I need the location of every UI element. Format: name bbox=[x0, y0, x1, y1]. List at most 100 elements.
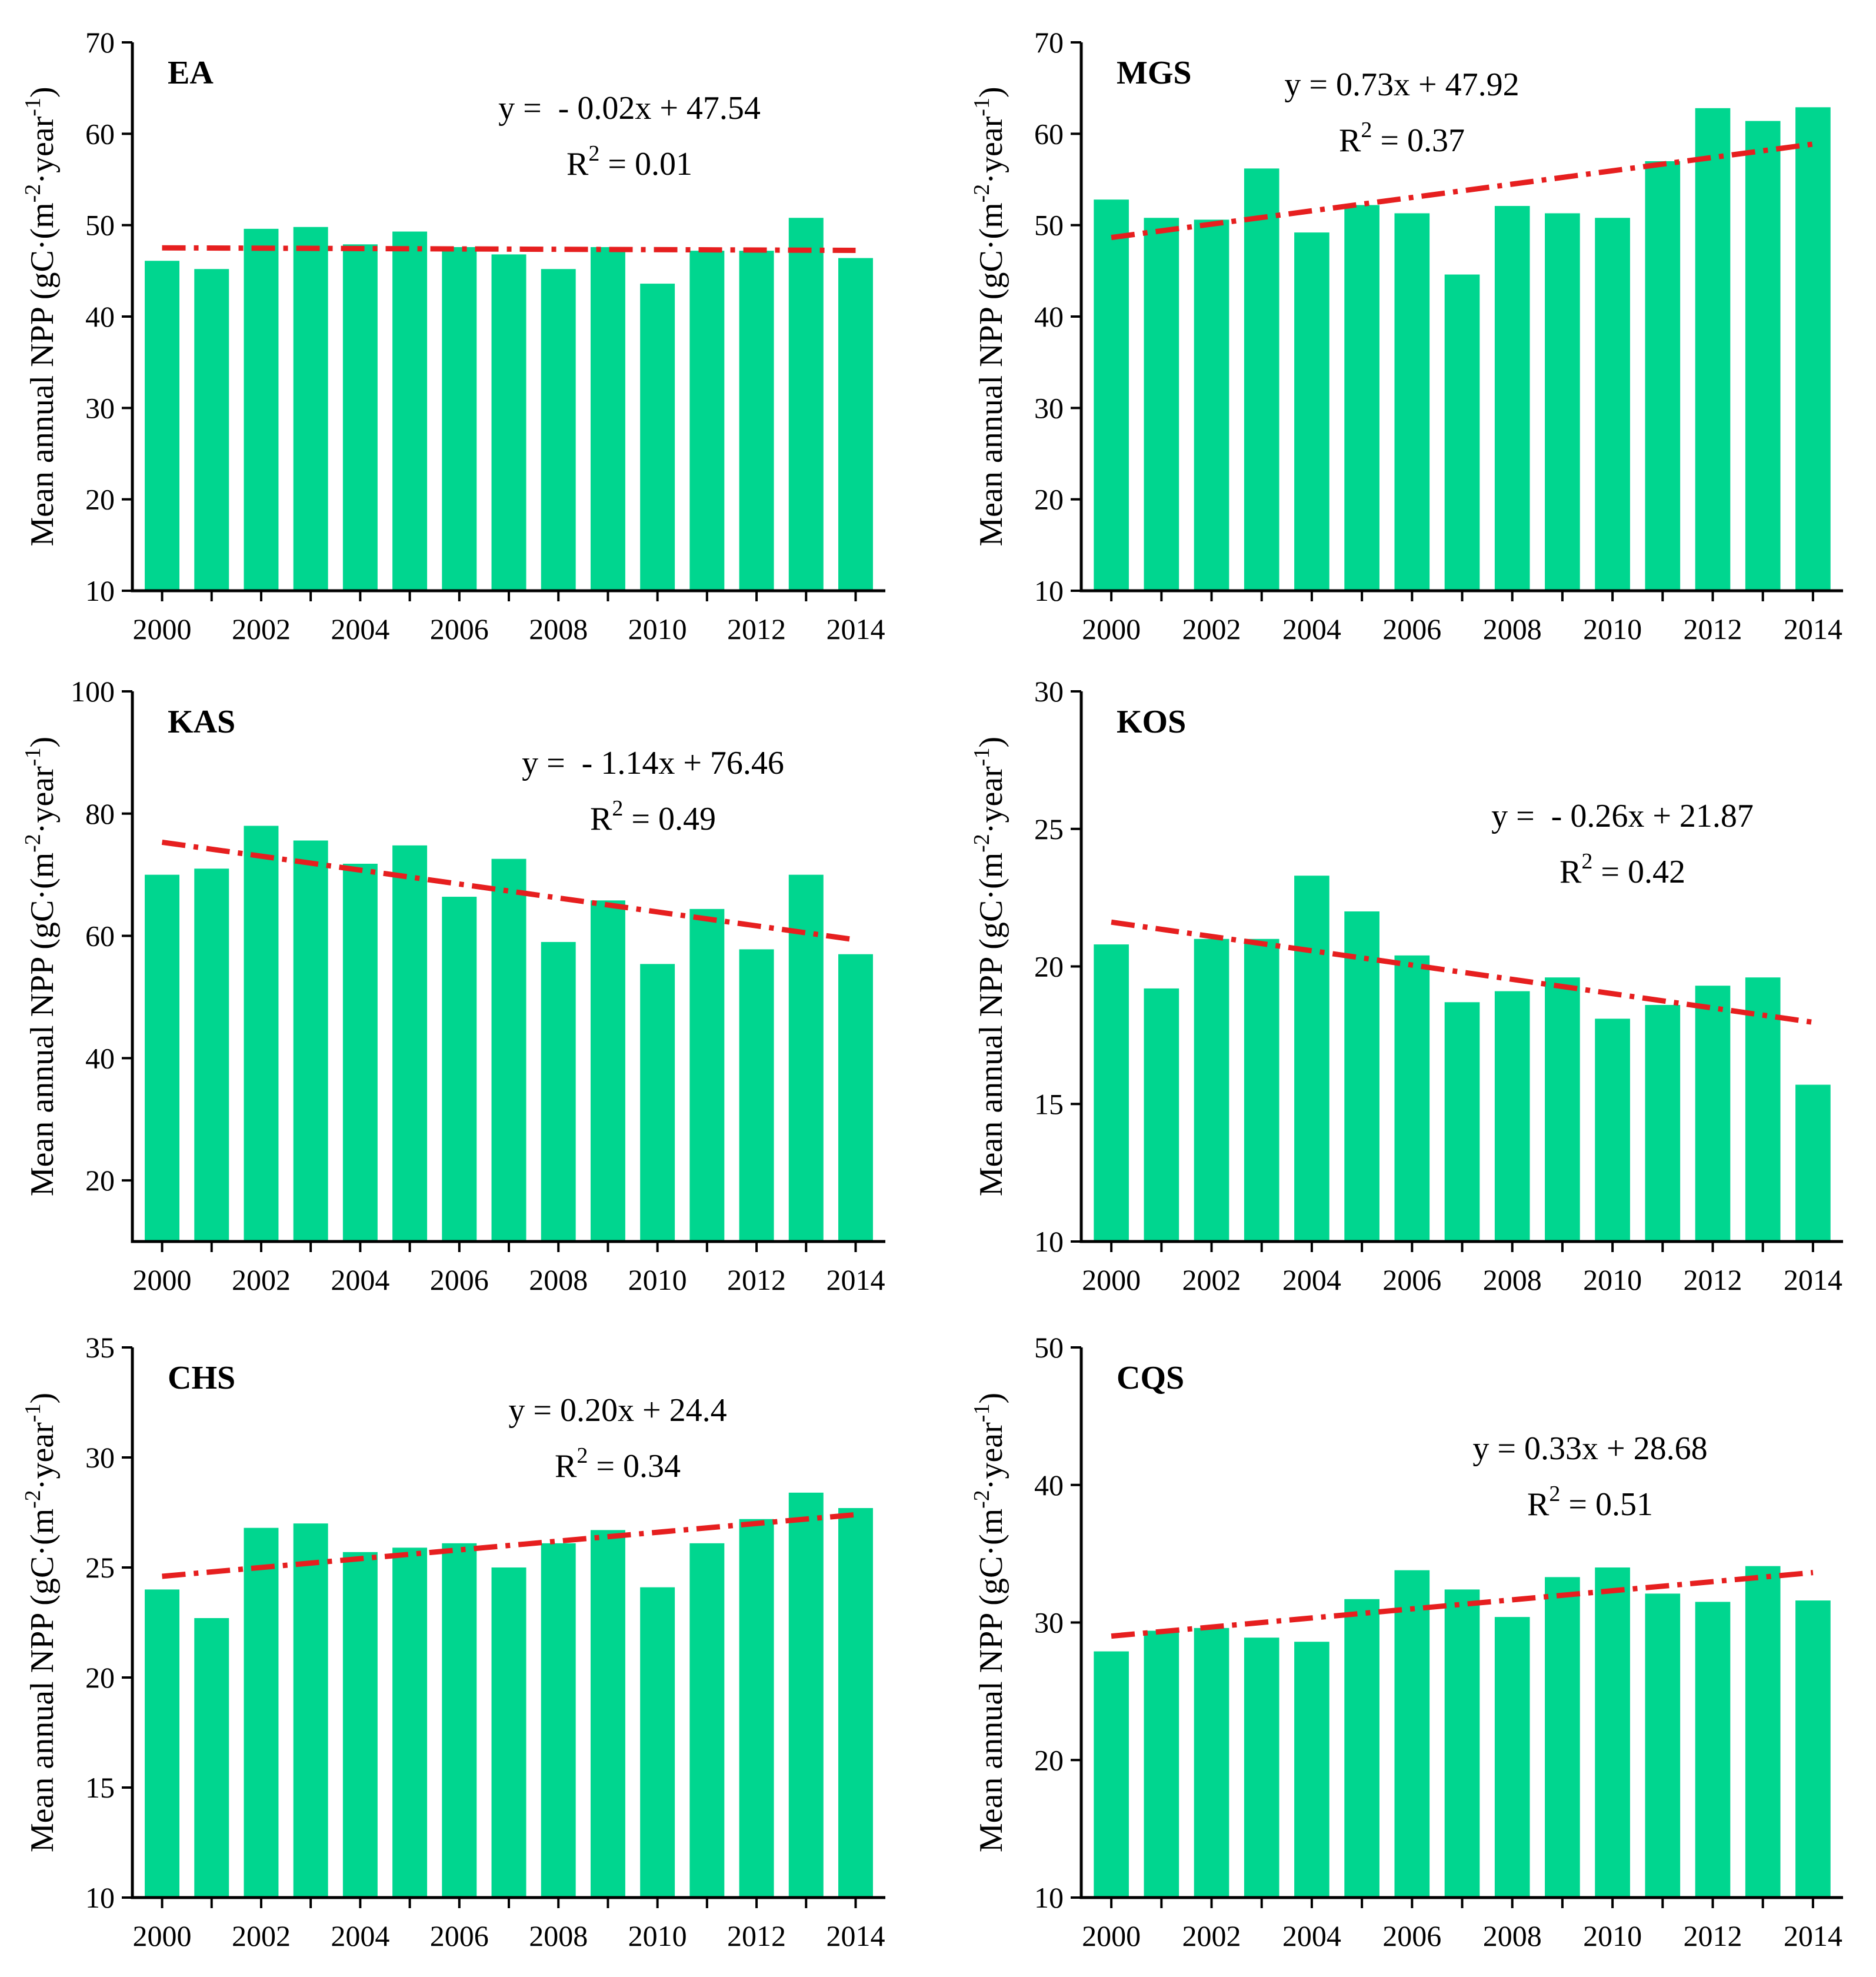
y-axis-label: Mean annual NPP (gC·(m-2·year-1) bbox=[969, 737, 1009, 1196]
ylabel-sup1: -2 bbox=[21, 834, 45, 853]
r-squared: R2 = 0.34 bbox=[555, 1443, 681, 1485]
x-tick-label: 2008 bbox=[529, 1263, 588, 1296]
ylabel-sup2: -1 bbox=[969, 98, 994, 117]
y-tick-label: 40 bbox=[85, 1041, 115, 1074]
bar-2013 bbox=[788, 1492, 824, 1898]
ylabel-mid: ·year bbox=[973, 116, 1009, 184]
bar-2008 bbox=[541, 1543, 576, 1898]
panel-title: CQS bbox=[1117, 1360, 1184, 1396]
bar-2008 bbox=[1494, 1617, 1530, 1898]
bar-2008 bbox=[1494, 991, 1530, 1242]
trend-equation: y = 0.33x + 28.68 bbox=[1472, 1430, 1707, 1467]
x-tick-label: 2006 bbox=[430, 1919, 489, 1952]
bar-2014 bbox=[1795, 1084, 1831, 1242]
bar-2002 bbox=[244, 826, 279, 1242]
y-tick-label: 30 bbox=[1034, 1606, 1064, 1639]
y-tick-label: 20 bbox=[85, 1164, 115, 1197]
bar-2007 bbox=[491, 1567, 527, 1898]
bar-2004 bbox=[342, 863, 378, 1242]
x-tick-label: 2006 bbox=[1382, 1919, 1441, 1952]
ylabel-sup1: -2 bbox=[21, 184, 45, 203]
bar-2002 bbox=[244, 1527, 279, 1898]
y-tick-label: 30 bbox=[1034, 391, 1064, 424]
x-tick-label: 2004 bbox=[1282, 1919, 1341, 1952]
y-tick-label: 40 bbox=[85, 300, 115, 333]
x-tick-label: 2012 bbox=[727, 1263, 786, 1296]
r2-value: = 0.51 bbox=[1560, 1486, 1653, 1523]
ylabel-sup1: -2 bbox=[969, 184, 994, 203]
r2-label: R bbox=[1527, 1486, 1550, 1523]
r-squared: R2 = 0.49 bbox=[590, 796, 716, 837]
bar-2010 bbox=[1595, 218, 1630, 591]
bar-2014 bbox=[1795, 107, 1831, 591]
x-tick-label: 2010 bbox=[628, 1919, 687, 1952]
x-tick-label: 2006 bbox=[1382, 613, 1441, 645]
x-tick-label: 2004 bbox=[331, 613, 389, 645]
r-squared: R2 = 0.42 bbox=[1560, 849, 1685, 890]
r2-superscript: 2 bbox=[1549, 1482, 1560, 1506]
x-tick-label: 2000 bbox=[1082, 613, 1141, 645]
panel-title: KAS bbox=[168, 704, 235, 740]
y-tick-label: 70 bbox=[1034, 26, 1064, 59]
bar-2010 bbox=[640, 1587, 675, 1898]
r2-superscript: 2 bbox=[1581, 849, 1592, 874]
y-tick-label: 50 bbox=[1034, 209, 1064, 242]
y-tick-label: 50 bbox=[85, 209, 115, 242]
bar-2006 bbox=[1394, 1570, 1430, 1898]
bar-2000 bbox=[1094, 944, 1129, 1242]
x-tick-label: 2012 bbox=[1683, 613, 1742, 645]
bar-2014 bbox=[838, 258, 873, 591]
x-tick-label: 2002 bbox=[1182, 613, 1241, 645]
bar-2014 bbox=[838, 1508, 873, 1898]
y-tick-label: 15 bbox=[85, 1771, 115, 1804]
r-squared: R2 = 0.51 bbox=[1527, 1482, 1653, 1523]
bar-2003 bbox=[293, 840, 328, 1242]
y-tick-label: 60 bbox=[1034, 117, 1064, 150]
r2-value: = 0.42 bbox=[1592, 854, 1685, 890]
bar-2005 bbox=[392, 845, 428, 1242]
ylabel-end: ) bbox=[973, 86, 1009, 98]
bar-2009 bbox=[590, 900, 625, 1242]
x-tick-label: 2012 bbox=[727, 613, 786, 645]
bar-2003 bbox=[1244, 168, 1279, 591]
bar-2003 bbox=[293, 1523, 328, 1898]
bar-2012 bbox=[739, 949, 774, 1242]
ylabel-mid: ·year bbox=[24, 766, 61, 834]
ylabel-main: Mean annual NPP (gC·(m bbox=[973, 202, 1009, 546]
x-tick-label: 2010 bbox=[628, 613, 687, 645]
ylabel-mid: ·year bbox=[24, 116, 61, 184]
x-tick-label: 2000 bbox=[1082, 1919, 1141, 1952]
bar-2001 bbox=[194, 1618, 229, 1898]
x-tick-label: 2000 bbox=[133, 613, 192, 645]
x-tick-label: 2002 bbox=[1182, 1919, 1241, 1952]
r2-label: R bbox=[567, 146, 589, 182]
trend-line bbox=[1111, 1570, 1814, 1639]
bar-2002 bbox=[1194, 1627, 1229, 1898]
bar-2004 bbox=[342, 244, 378, 591]
bar-2009 bbox=[590, 1530, 625, 1898]
bar-2000 bbox=[1094, 1651, 1129, 1898]
bar-2004 bbox=[1294, 876, 1329, 1242]
bar-2006 bbox=[1394, 213, 1430, 591]
r2-value: = 0.37 bbox=[1372, 122, 1465, 159]
y-axis-label: Mean annual NPP (gC·(m-2·year-1) bbox=[21, 86, 61, 546]
bar-2011 bbox=[689, 908, 725, 1242]
bar-2011 bbox=[1645, 1004, 1681, 1242]
bar-2007 bbox=[1444, 1002, 1480, 1242]
bar-2010 bbox=[1595, 1019, 1630, 1242]
x-tick-label: 2004 bbox=[1282, 613, 1341, 645]
ylabel-main: Mean annual NPP (gC·(m bbox=[973, 853, 1009, 1196]
r2-label: R bbox=[1560, 854, 1582, 890]
ylabel-main: Mean annual NPP (gC·(m bbox=[24, 1509, 61, 1852]
ylabel-sup2: -1 bbox=[969, 748, 994, 767]
x-tick-label: 2006 bbox=[430, 1263, 489, 1296]
x-tick-label: 2010 bbox=[1583, 613, 1642, 645]
bar-2002 bbox=[244, 228, 279, 591]
r2-label: R bbox=[1339, 122, 1361, 159]
x-tick-label: 2014 bbox=[1784, 1263, 1842, 1296]
bar-2010 bbox=[1595, 1567, 1630, 1898]
panel-title: MGS bbox=[1117, 55, 1192, 91]
x-tick-label: 2006 bbox=[430, 613, 489, 645]
bar-2013 bbox=[1745, 121, 1781, 591]
bar-2010 bbox=[640, 964, 675, 1242]
